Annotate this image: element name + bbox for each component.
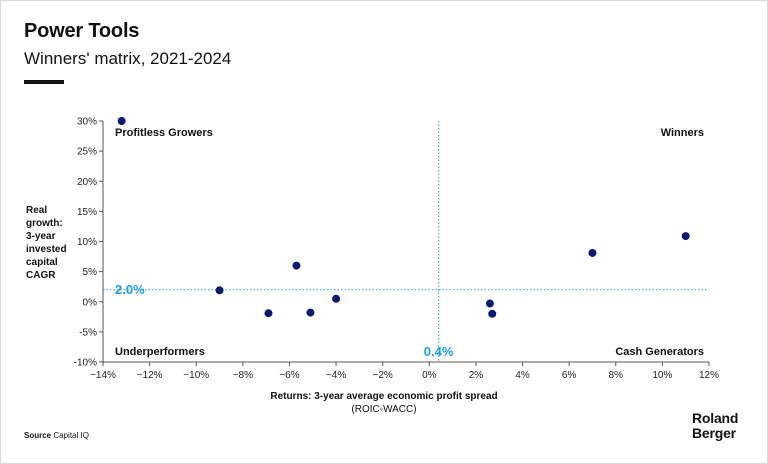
data-point	[292, 261, 301, 270]
y-reference-label: 2.0%	[115, 282, 145, 297]
data-point	[485, 299, 494, 308]
source-label: Source	[24, 431, 52, 440]
y-tick-label: 10%	[77, 237, 97, 248]
x-axis-label-sub: (ROIC-WACC)	[351, 404, 417, 415]
y-tick-label: -10%	[74, 358, 97, 369]
logo-line-1: Roland	[692, 410, 739, 426]
y-tick-label: 20%	[77, 177, 97, 188]
data-point	[117, 117, 126, 125]
x-tick-label: 4%	[515, 370, 530, 381]
x-tick-label: 2%	[469, 370, 484, 381]
data-point	[215, 286, 224, 295]
x-tick-label: 12%	[699, 370, 719, 381]
brand-logo: Roland Berger	[692, 411, 738, 441]
quadrant-label-top-left: Profitless Growers	[115, 127, 213, 139]
page-subtitle: Winners' matrix, 2021-2024	[24, 49, 232, 68]
x-tick-label: −12%	[137, 370, 163, 381]
y-tick-label: -5%	[79, 327, 97, 338]
x-axis-label: Returns: 3-year average economic profit …	[0, 390, 768, 416]
data-point	[681, 232, 690, 241]
y-axis-label-line: invested	[26, 244, 67, 255]
x-tick-label: 10%	[652, 370, 672, 381]
logo-line-2: Berger	[692, 425, 736, 441]
y-axis-label-line: growth:	[26, 218, 63, 229]
y-tick-label: 30%	[77, 117, 97, 128]
quadrant-label-top-right: Winners	[661, 127, 704, 139]
y-tick-label: 25%	[77, 147, 97, 158]
x-tick-label: −2%	[373, 370, 393, 381]
source-text: Capital IQ	[53, 431, 89, 440]
x-tick-label: 0%	[422, 370, 437, 381]
x-tick-label: 6%	[562, 370, 577, 381]
page-title: Power Tools	[24, 20, 140, 42]
y-axis-label: Real growth: 3-year invested capital CAG…	[26, 204, 86, 282]
title-rule	[24, 80, 64, 84]
y-axis-label-line: capital	[26, 257, 58, 268]
y-tick-label: 0%	[83, 297, 98, 308]
y-axis-label-line: Real	[26, 205, 48, 216]
data-point	[332, 294, 341, 303]
quadrant-label-bottom-left: Underperformers	[115, 346, 205, 358]
x-tick-label: −6%	[279, 370, 299, 381]
quadrant-label-bottom-right: Cash Generators	[615, 346, 704, 358]
data-point	[488, 309, 497, 318]
x-tick-label: −4%	[326, 370, 346, 381]
x-tick-label: −8%	[233, 370, 253, 381]
x-tick-label: −10%	[183, 370, 209, 381]
y-axis-label-line: 3-year	[26, 231, 56, 242]
data-point	[588, 248, 597, 257]
data-point	[306, 308, 315, 317]
x-axis-label-main: Returns: 3-year average economic profit …	[270, 391, 498, 402]
x-tick-label: 8%	[609, 370, 624, 381]
data-point	[264, 309, 273, 318]
y-axis-label-line: CAGR	[26, 270, 56, 281]
y-tick-label: 5%	[83, 267, 98, 278]
x-tick-label: −14%	[90, 370, 116, 381]
source-note: Source Capital IQ	[24, 431, 89, 440]
y-tick-label: 15%	[77, 207, 97, 218]
x-reference-label: 0.4%	[424, 344, 454, 359]
